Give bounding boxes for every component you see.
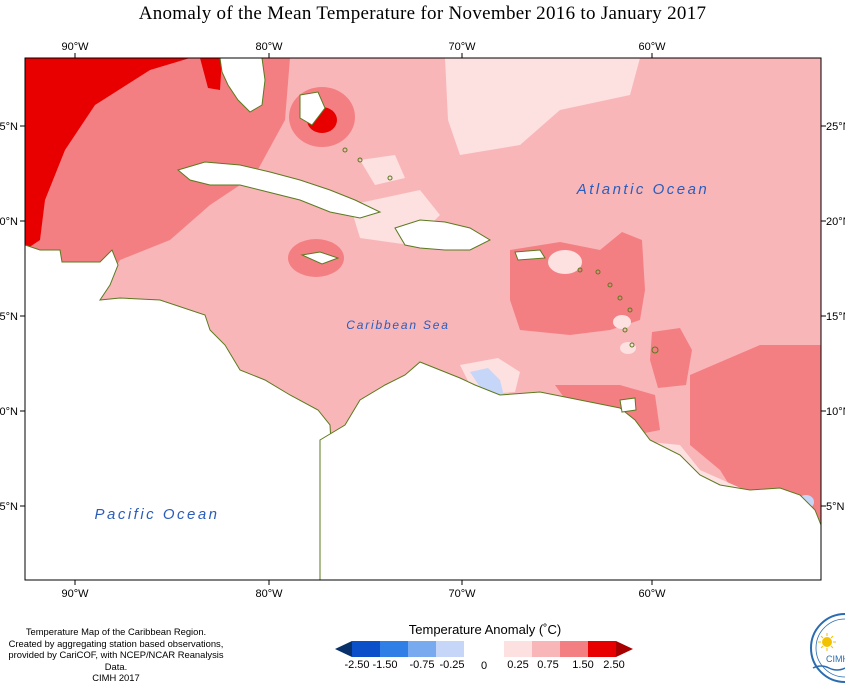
footer-line: CIMH 2017 [92,672,140,684]
bottom-lon-label: 80°W [255,588,283,600]
legend-swatch [464,641,504,657]
anomaly-field [25,58,821,580]
top-lon-label: 90°W [61,41,89,53]
right-lat-label: 20°N [826,216,845,228]
right-lat-label: 10°N [826,406,845,418]
legend-tick-label: -1.50 [372,659,397,671]
logo-text: CIMH [826,654,845,664]
bottom-lon-label: 70°W [448,588,476,600]
land-trinidad [619,397,637,413]
anomaly-pale-3 [620,342,636,354]
bottom-lon-label: 60°W [638,588,666,600]
legend-tick-label: 0 [481,660,487,672]
legend-tick-label: -0.75 [409,659,434,671]
legend-tick-label: 0.75 [537,659,558,671]
legend-tick-label: 0.25 [507,659,528,671]
land-hispaniola [394,219,492,251]
anomaly-gulf-warm [25,58,290,300]
legend-swatch [380,641,408,657]
legend-tick-label: -2.50 [344,659,369,671]
legend-swatch [588,641,616,657]
legend-title: Temperature Anomaly (˚C) [408,622,562,637]
footer-credits: Temperature Map of the Caribbean Region.… [0,626,232,684]
wave-icon [812,665,845,671]
land-jamaica [300,251,340,265]
caribbean-sea-label: Caribbean Sea [346,318,449,332]
map-title: Anomaly of the Mean Temperature for Nove… [138,3,707,24]
land-masses [25,58,821,580]
anomaly-antilles-warm-2 [650,328,692,388]
legend-swatch [560,641,588,657]
left-lat-label: 15°N [0,311,18,323]
legend-colorbar [335,641,633,657]
land-puerto-rico [514,249,546,261]
right-lat-label: 25°N [826,121,845,133]
top-lon-label: 60°W [638,41,666,53]
land-bahamas [299,91,326,126]
footer-line: Created by aggregating station based obs… [8,637,224,649]
right-lat-label: 15°N [826,311,845,323]
legend-swatch [352,641,380,657]
anomaly-florida-hot [200,58,222,90]
axis-ticks [20,53,826,585]
land-cuba [176,161,382,219]
land-florida [219,58,266,113]
right-lat-label: 5°N [826,501,845,513]
footer-line: Temperature Map of the Caribbean Region. [25,626,207,637]
pacific-ocean-label: Pacific Ocean [94,506,219,523]
legend-tick-label: 2.50 [603,659,624,671]
legend-swatch-high [616,641,633,657]
anomaly-pale-bahamas [360,155,405,185]
left-lat-label: 20°N [0,216,18,228]
cimh-logo: CIMH [810,613,845,683]
anomaly-pale-1 [548,250,582,274]
legend-swatch [408,641,436,657]
legend-tick-label: 1.50 [572,659,593,671]
sun-icon [818,633,836,651]
land-south-america [319,361,821,580]
top-lon-label: 80°W [255,41,283,53]
legend-swatch [504,641,532,657]
legend-tick-labels: -2.50 -1.50 -0.75 -0.25 0 0.25 0.75 1.50… [344,659,624,672]
legend-tick-label: -0.25 [439,659,464,671]
legend-swatch [436,641,464,657]
left-lat-label: 5°N [0,501,18,513]
atlantic-ocean-label: Atlantic Ocean [576,181,710,198]
map-frame [24,57,822,581]
anomaly-pale-2 [613,315,631,329]
bottom-lon-label: 90°W [61,588,89,600]
footer-line: provided by CariCOF, with NCEP/NCAR Rean… [8,649,224,672]
legend-swatch-low [335,641,352,657]
anomaly-gulf-hot [25,58,190,250]
top-lon-label: 70°W [448,41,476,53]
small-islands [342,147,659,354]
left-lat-label: 25°N [0,121,18,133]
legend-swatch [532,641,560,657]
anomaly-pale-atlantic [445,58,640,155]
left-lat-label: 10°N [0,406,18,418]
